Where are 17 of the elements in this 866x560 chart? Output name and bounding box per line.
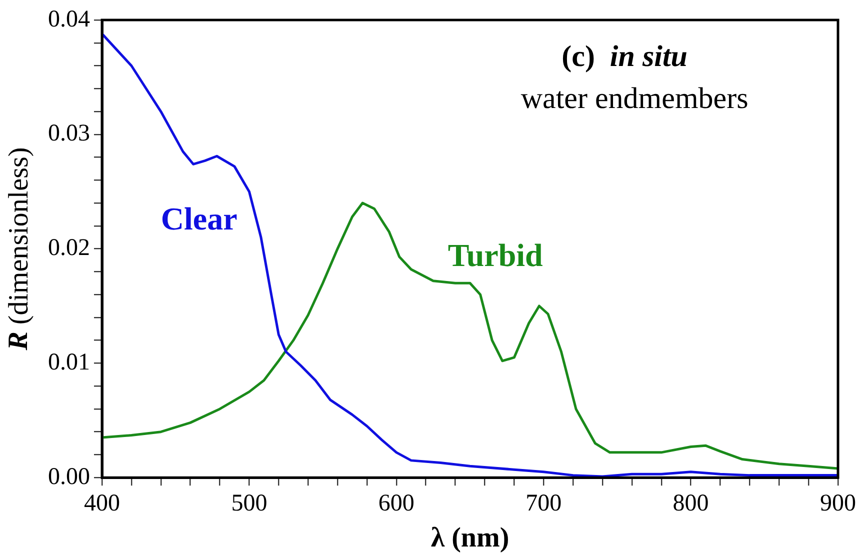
series-label: Turbid [448,237,544,274]
y-axis-title: R (dimensionless) [3,147,34,352]
y-tick-label: 0.00 [48,464,90,490]
y-tick-label: 0.01 [48,349,90,376]
x-tick-label: 400 [84,490,120,516]
x-axis-title: λ (nm) [430,522,510,554]
y-tick-label: 0.03 [48,120,90,147]
x-tick-label: 500 [231,490,268,516]
x-tick-label: 800 [672,490,709,516]
y-tick-label: 0.04 [48,6,90,32]
annotation: (c) in situ [562,40,688,73]
annotation: water endmembers [520,82,748,115]
y-tick-label: 0.02 [48,235,90,262]
x-tick-label: 700 [526,490,562,516]
x-tick-label: 600 [378,490,414,516]
series-label: Clear [160,200,238,237]
x-tick-label: 900 [820,490,856,516]
